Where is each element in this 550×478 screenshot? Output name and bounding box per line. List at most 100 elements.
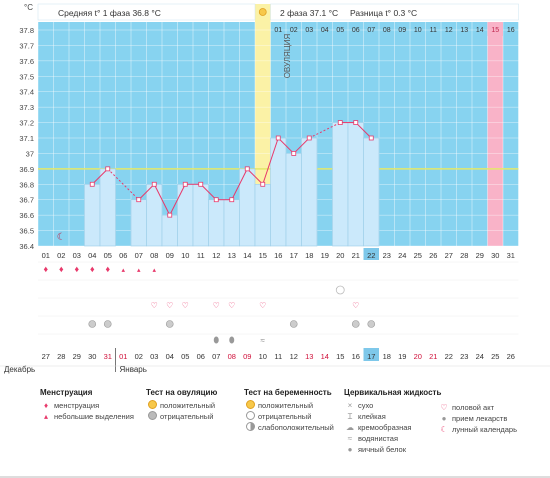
legend-cervical-dry: сухо xyxy=(358,401,374,410)
watery-icon: ≈ xyxy=(347,434,353,443)
temp-point-day-14 xyxy=(244,166,250,172)
cycle-day-label: 02 xyxy=(57,251,65,260)
preg-test-icon xyxy=(103,320,112,328)
legend-preg-positive: положительный xyxy=(258,401,314,410)
date-label: 20 xyxy=(414,352,422,361)
phase1-text: Средняя t° 1 фаза 36.8 °C xyxy=(58,8,161,18)
temp-point-day-17 xyxy=(291,151,297,156)
moon-icon: ☾ xyxy=(57,232,66,243)
legend-spotting-item: небольшие выделения xyxy=(54,412,134,421)
cycle-day-label: 03 xyxy=(73,251,81,260)
temp-segment xyxy=(138,183,155,201)
temp-segment xyxy=(200,183,217,201)
legend-pregnancy-test: Тест на беременность положительный отриц… xyxy=(244,388,334,433)
phase2-text: 2 фаза 37.1 °C xyxy=(280,8,338,18)
cycle-day-label: 20 xyxy=(336,251,344,260)
preg-weak-icon xyxy=(245,422,255,431)
symptom-markers: ♦ ♦ ♦ ♦ ♦ ▴ ▴ ▴ ☾ ♡ ♡ ♡ ♡ ♡ ♡ ♡ ≈ xyxy=(38,232,519,345)
heart-icon: ♡ xyxy=(259,301,266,310)
moon-icon: ☾ xyxy=(440,425,448,434)
y-tick-label: 36.6 xyxy=(19,211,34,220)
temp-bar-day-20 xyxy=(332,122,349,247)
cycle-day-label: 05 xyxy=(104,251,112,260)
cycle-day-label: 06 xyxy=(119,251,127,260)
heart-icon: ♡ xyxy=(182,301,189,310)
date-label: 04 xyxy=(166,352,174,361)
legend-lunar: лунный календарь xyxy=(452,425,518,434)
month-december: Декабрь xyxy=(4,365,35,374)
cycle-day-label: 21 xyxy=(352,251,360,260)
temperature-bars xyxy=(84,122,380,247)
sun-icon xyxy=(258,8,267,16)
menstruation-icon: ♦ xyxy=(90,264,95,274)
date-label: 31 xyxy=(104,352,112,361)
temp-bar-day-21 xyxy=(347,122,364,247)
header-cycle-day: 15 xyxy=(491,27,499,34)
header-cycle-day: 01 xyxy=(274,27,282,34)
heart-icon: ♡ xyxy=(166,301,173,310)
date-label: 19 xyxy=(398,352,406,361)
cycle-day-label: 13 xyxy=(228,251,236,260)
legend-ovulation-test-title: Тест на овуляцию xyxy=(146,388,218,397)
y-tick-label: 37.6 xyxy=(19,57,34,66)
legend-menstruation-item: менструация xyxy=(54,401,100,410)
date-label: 30 xyxy=(88,352,96,361)
preg-test-icon xyxy=(88,320,97,328)
temp-point-day-10 xyxy=(182,181,188,187)
date-label: 28 xyxy=(57,352,65,361)
legend-cervical-title: Цервикальная жидкость xyxy=(344,388,442,397)
temp-segment xyxy=(91,168,109,185)
legend-menstruation: Менструация ♦ менструация ▴ небольшие выде… xyxy=(40,388,134,422)
cycle-day-label: 08 xyxy=(150,251,158,260)
spotting-icon: ▴ xyxy=(137,267,141,274)
temp-segment xyxy=(246,168,264,185)
preg-test-icon xyxy=(367,320,376,328)
cycle-day-label: 28 xyxy=(460,251,468,260)
header-day-highlight xyxy=(487,22,503,36)
cycle-day-label: 23 xyxy=(383,251,391,260)
legend-cervical-watery: водянистая xyxy=(358,434,399,443)
header-cycle-day: 13 xyxy=(460,27,468,34)
cycle-day-label: 27 xyxy=(445,251,453,260)
cycle-day-label: 24 xyxy=(398,251,406,260)
spotting-icon: ▴ xyxy=(152,267,156,274)
temperature-line xyxy=(91,122,372,216)
temp-point-day-5 xyxy=(105,166,111,172)
header-cycle-day: 06 xyxy=(352,27,360,34)
date-label: 11 xyxy=(274,352,282,361)
menstruation-icon: ♦ xyxy=(105,264,110,274)
egg-white-icon xyxy=(229,336,235,344)
legend-cervical-egg: яичный белок xyxy=(358,445,407,454)
cycle-day-label: 11 xyxy=(197,251,205,260)
temp-point-day-20 xyxy=(337,120,343,125)
spotting-icon: ▴ xyxy=(121,267,125,274)
legend-cervical-sticky: клейкая xyxy=(358,412,386,421)
temp-bar-day-10 xyxy=(177,183,194,247)
date-label: 21 xyxy=(429,352,437,361)
date-row: 27 28 29 30 31 01 02 03 04 05 06 07 08 09 10 11 12 13 14 15… xyxy=(0,348,550,374)
header-cycle-day: 07 xyxy=(367,27,375,34)
cycle-day-label: 19 xyxy=(321,251,329,260)
date-label: 06 xyxy=(197,352,205,361)
legend-medication: прием лекарств xyxy=(452,414,508,423)
cycle-day-label: 29 xyxy=(476,251,484,260)
temp-bar-day-5 xyxy=(99,168,116,247)
drop-pair-icon: ♦ xyxy=(43,401,49,410)
menstruation-icon: ♦ xyxy=(43,264,48,274)
date-label: 05 xyxy=(181,352,189,361)
bottom-divider xyxy=(0,476,550,478)
cycle-day-label: 15 xyxy=(259,251,267,260)
legend-pregnancy-test-title: Тест на беременность xyxy=(244,388,332,397)
temp-segment xyxy=(277,137,295,154)
temp-bar-day-9 xyxy=(161,214,178,247)
sun-positive-icon xyxy=(147,400,157,409)
cycle-day-label: 01 xyxy=(42,251,50,260)
temp-point-day-4 xyxy=(89,181,95,187)
temp-bar-day-22 xyxy=(363,137,380,247)
y-unit-label: °C xyxy=(24,3,33,12)
temp-bar-day-11 xyxy=(192,183,209,247)
cycle-day-label: 09 xyxy=(166,251,174,260)
y-tick-label: 36.7 xyxy=(19,196,34,205)
legend-intercourse: половой акт xyxy=(452,403,495,412)
